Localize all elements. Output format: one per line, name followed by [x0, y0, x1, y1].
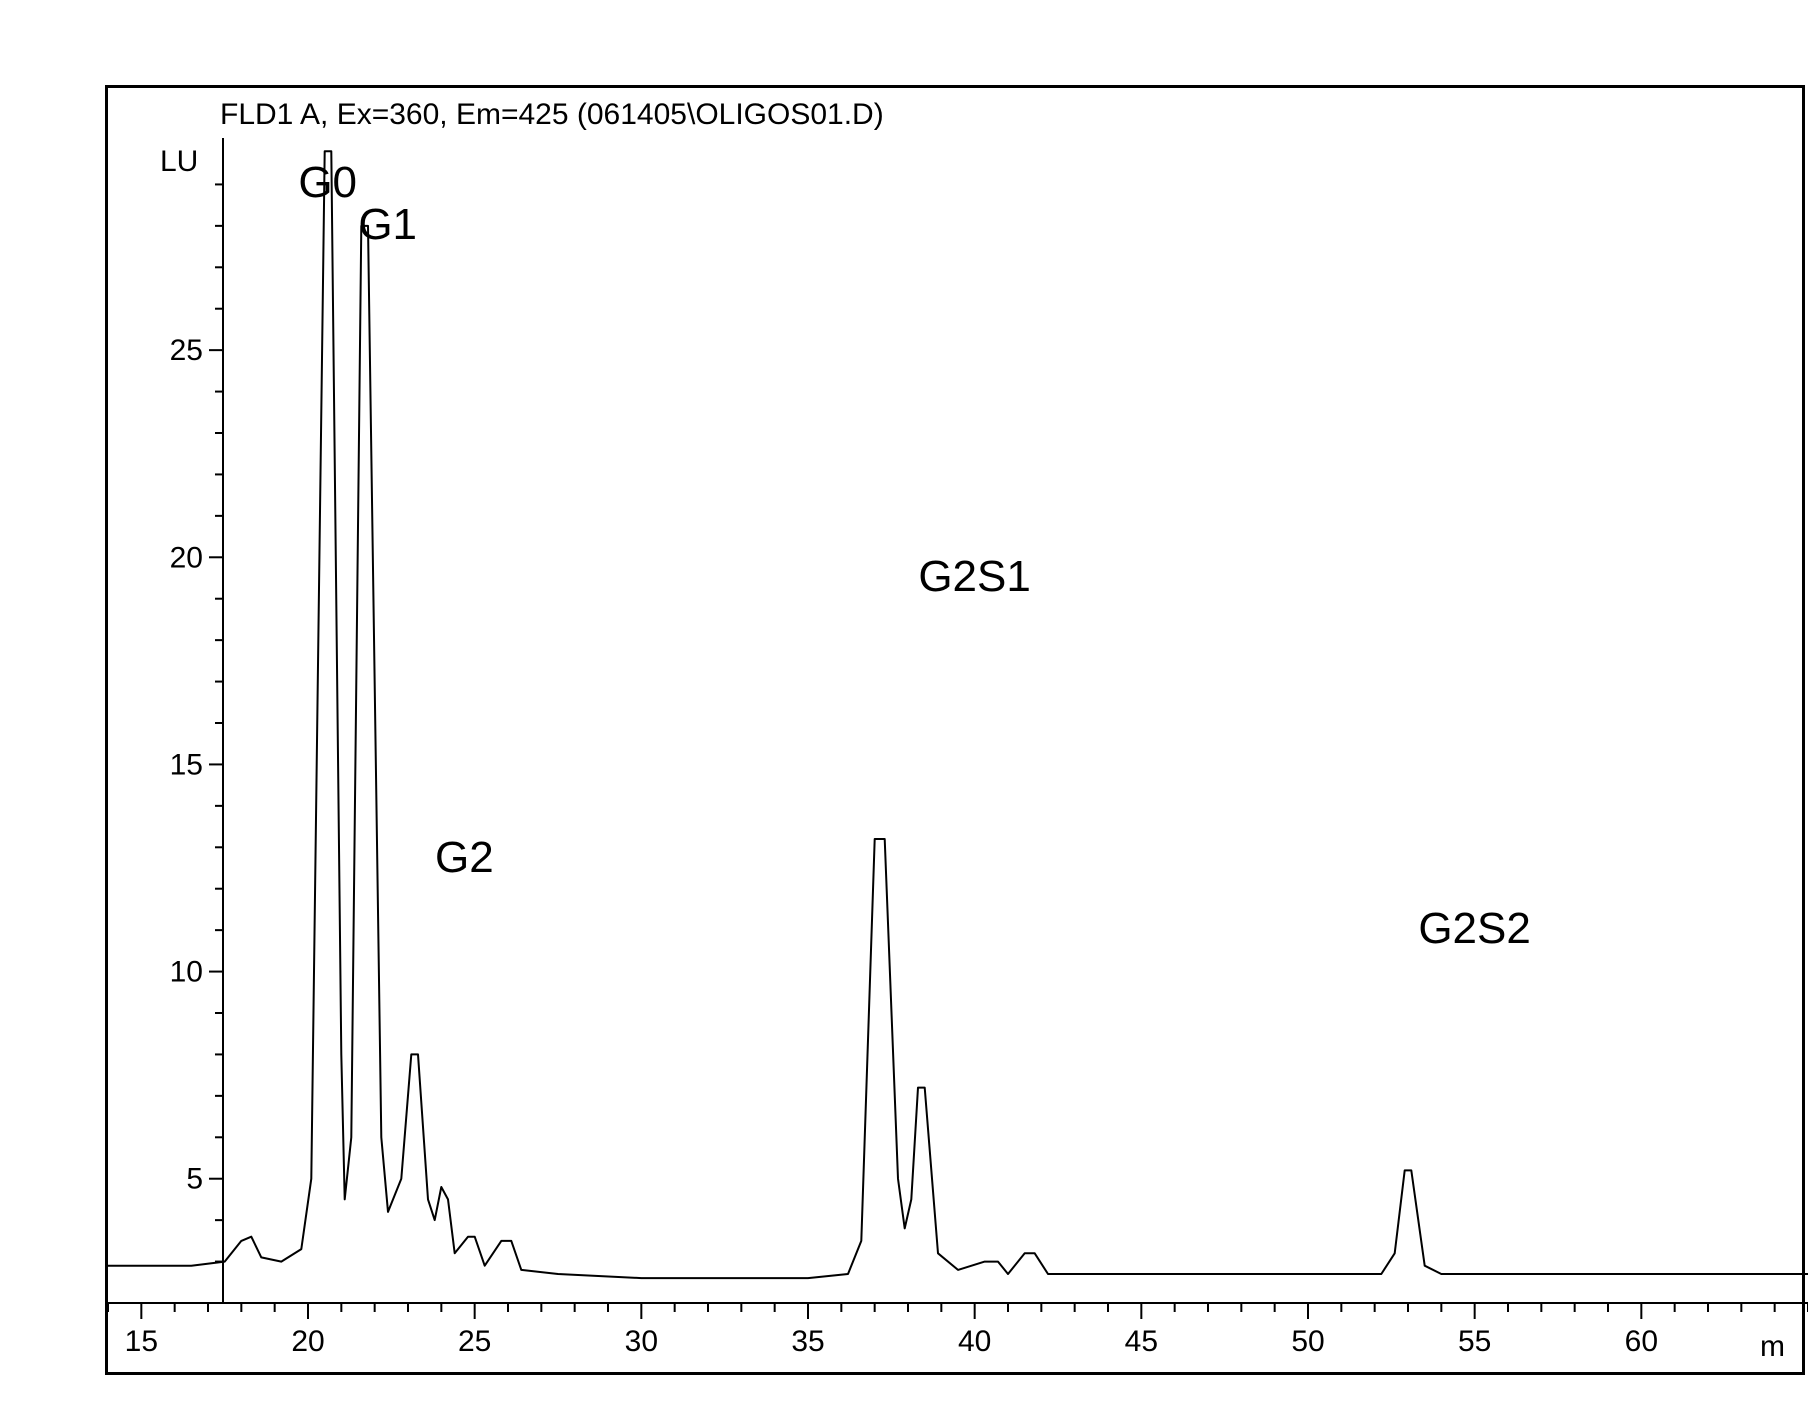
- peak-label: G2: [435, 833, 494, 883]
- chart-title: FLD1 A, Ex=360, Em=425 (061405\OLIGOS01.…: [220, 98, 884, 132]
- svg-text:20: 20: [170, 541, 203, 574]
- peak-label: G2S2: [1418, 904, 1531, 954]
- svg-text:35: 35: [791, 1325, 824, 1358]
- chart-frame: 5 10 15 20 25 15 20 25 30 35 40 45 50 55 60: [105, 85, 1805, 1375]
- svg-text:25: 25: [170, 334, 203, 367]
- peak-label: G0: [298, 158, 357, 208]
- x-axis-right-label: m: [1760, 1330, 1785, 1364]
- svg-text:60: 60: [1625, 1325, 1658, 1358]
- svg-text:55: 55: [1458, 1325, 1491, 1358]
- peak-label: G2S1: [918, 552, 1031, 602]
- svg-text:20: 20: [291, 1325, 324, 1358]
- chromatogram-chart: 5 10 15 20 25 15 20 25 30 35 40 45 50 55 60: [108, 88, 1808, 1378]
- svg-text:15: 15: [170, 748, 203, 781]
- svg-text:25: 25: [458, 1325, 491, 1358]
- peak-label: G1: [358, 200, 417, 250]
- svg-text:30: 30: [625, 1325, 658, 1358]
- page-root: 5 10 15 20 25 15 20 25 30 35 40 45 50 55 60 FLD1 A, Ex…: [0, 0, 1809, 1402]
- svg-text:50: 50: [1291, 1325, 1324, 1358]
- svg-text:40: 40: [958, 1325, 991, 1358]
- svg-text:45: 45: [1125, 1325, 1158, 1358]
- svg-text:10: 10: [170, 956, 203, 989]
- svg-text:15: 15: [125, 1325, 158, 1358]
- y-axis-label: LU: [160, 145, 198, 179]
- svg-text:5: 5: [186, 1163, 203, 1196]
